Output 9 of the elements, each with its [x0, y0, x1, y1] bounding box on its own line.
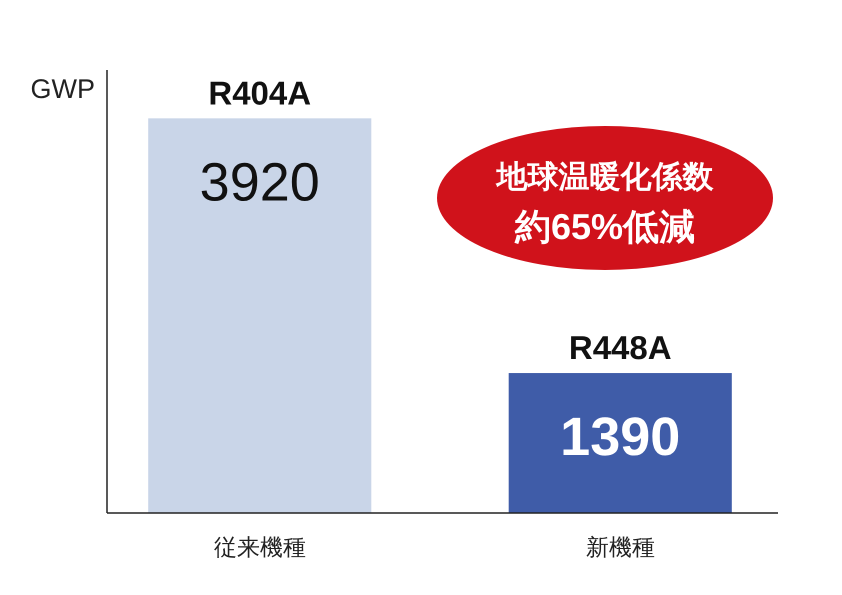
y-axis-title: GWP [30, 74, 95, 104]
data-label: 1390 [560, 407, 680, 468]
annotation: R448A [568, 329, 672, 366]
x-tick-label: 従来機種 [214, 534, 306, 560]
annotation: R404A [208, 74, 312, 112]
data-label: 3920 [200, 152, 320, 212]
annotation: 約65%低減 [514, 206, 696, 247]
x-tick-label: 新機種 [586, 534, 655, 560]
annotation: 地球温暖化係数 [494, 159, 714, 194]
